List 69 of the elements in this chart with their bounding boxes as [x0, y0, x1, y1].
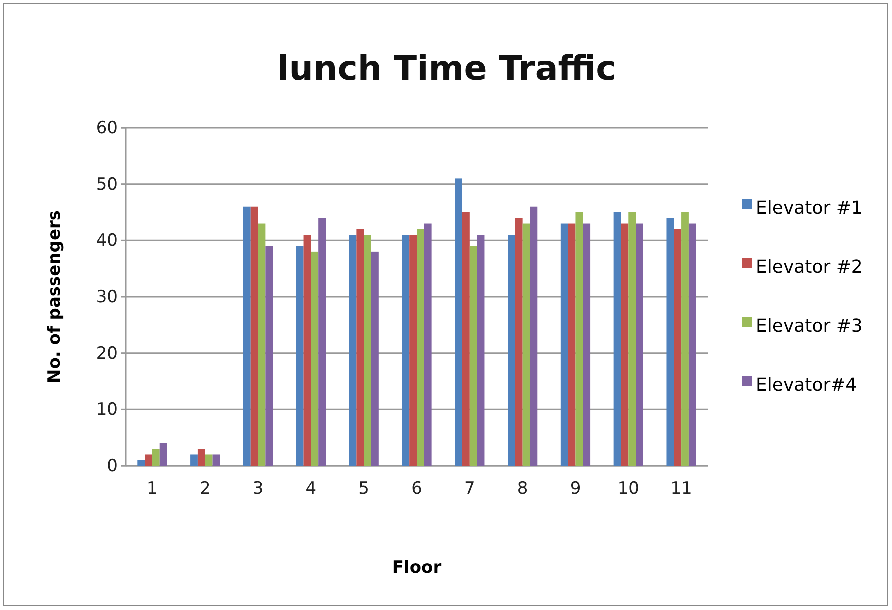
- bar: [462, 212, 470, 466]
- bar: [145, 454, 152, 466]
- bar: [522, 224, 530, 466]
- bar: [470, 246, 478, 466]
- bar: [205, 454, 213, 466]
- x-tick-label: 2: [200, 479, 211, 500]
- bar: [688, 224, 696, 466]
- bar: [508, 235, 516, 466]
- bar: [576, 212, 584, 466]
- bar: [424, 224, 432, 466]
- legend-label: Elevator #3: [756, 316, 863, 337]
- bar: [455, 178, 462, 466]
- bar: [296, 246, 304, 466]
- x-tick-label: 5: [358, 479, 370, 500]
- y-axis-title: No. of passengers: [45, 210, 65, 384]
- y-tick-label: 0: [107, 456, 118, 476]
- bar: [349, 235, 357, 466]
- bar: [568, 224, 576, 466]
- x-tick-label: 9: [570, 479, 582, 500]
- y-tick-label: 40: [96, 231, 118, 252]
- bar: [614, 212, 622, 466]
- bar: [364, 235, 372, 466]
- bar: [636, 224, 644, 466]
- x-tick-label: 11: [670, 479, 692, 500]
- bar: [198, 449, 206, 466]
- bar: [372, 252, 379, 466]
- x-axis-title: Floor: [392, 558, 442, 578]
- bar: [318, 218, 326, 466]
- y-tick-label: 50: [96, 174, 118, 195]
- bar: [515, 218, 523, 466]
- bar: [152, 449, 160, 466]
- bar: [560, 224, 568, 466]
- bar: [243, 206, 251, 466]
- y-tick-label: 20: [96, 344, 118, 364]
- chart-title: lunch Time Traffic: [278, 49, 616, 89]
- bar: [160, 443, 168, 466]
- legend-label: Elevator #2: [756, 256, 863, 278]
- x-tick-label: 10: [618, 479, 640, 500]
- legend-label: Elevator #1: [756, 198, 863, 219]
- y-tick-label: 30: [96, 287, 118, 308]
- x-tick-label: 7: [464, 479, 476, 500]
- bar: [477, 235, 485, 466]
- bar: [666, 218, 674, 466]
- x-tick-label: 1: [147, 479, 158, 500]
- bar: [417, 229, 424, 466]
- bar: [138, 460, 146, 466]
- bar: [266, 246, 274, 466]
- bar: [304, 235, 312, 466]
- x-tick-label: 3: [252, 479, 264, 500]
- x-tick-label: 8: [517, 479, 528, 500]
- bar: [674, 229, 682, 466]
- bar: [530, 206, 538, 466]
- bar: [190, 454, 198, 466]
- bar: [410, 235, 417, 466]
- bar: [682, 212, 689, 466]
- legend-label: Elevator#4: [756, 374, 858, 396]
- bar: [250, 206, 258, 466]
- y-tick-label: 10: [96, 400, 118, 420]
- bar: [628, 212, 636, 466]
- x-tick-label: 4: [306, 479, 317, 500]
- bar: [212, 454, 220, 466]
- bar: [258, 224, 266, 466]
- bar: [311, 252, 319, 466]
- bar: [621, 224, 629, 466]
- y-tick-label: 60: [96, 118, 118, 138]
- x-tick-label: 6: [412, 479, 422, 500]
- bar: [356, 229, 364, 466]
- bar: [402, 235, 410, 466]
- bar: [583, 224, 591, 466]
